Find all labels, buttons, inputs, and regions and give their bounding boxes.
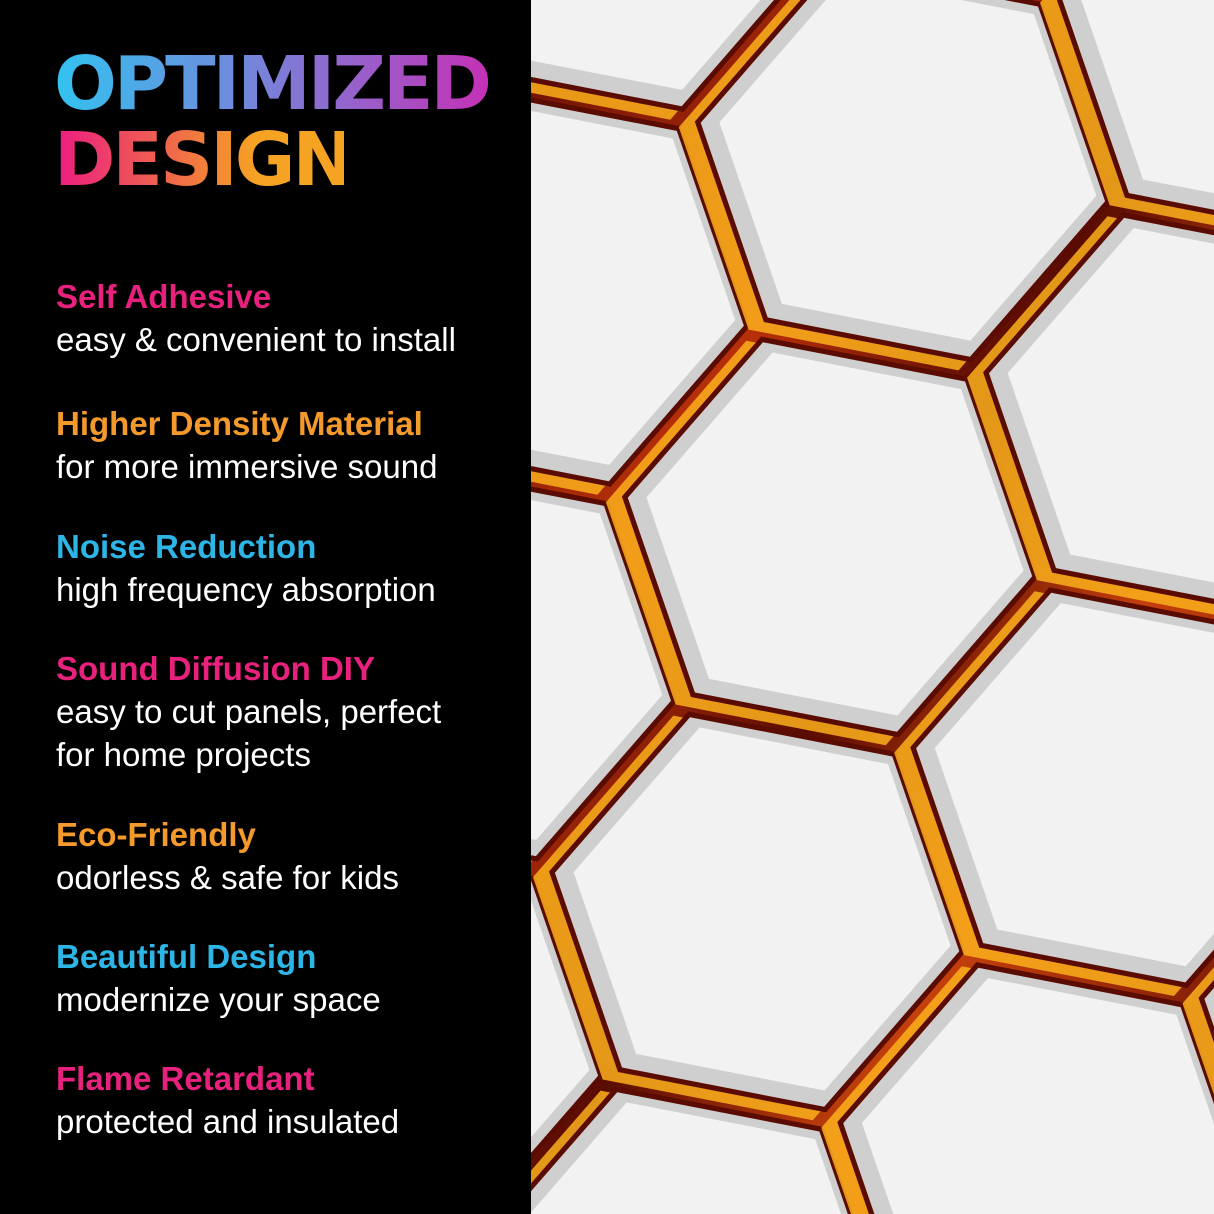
hexagon-panel — [934, 603, 1214, 967]
feature-description: easy to cut panels, perfect — [56, 693, 442, 730]
feature-item: Beautiful Design modernize your space — [56, 935, 381, 1021]
feature-heading: Flame Retardant — [56, 1060, 315, 1097]
hexagon-panel-bevel — [1204, 987, 1214, 1027]
page-title: OPTIMIZED DESIGN — [54, 41, 492, 203]
feature-heading: Sound Diffusion DIY — [56, 650, 375, 687]
feature-description: protected and insulated — [56, 1103, 400, 1140]
hexagon-panels-image — [531, 0, 1214, 1214]
hexagon-panel — [719, 0, 1097, 341]
feature-heading: Noise Reduction — [56, 528, 317, 565]
hexagon-panel — [573, 727, 951, 1091]
feature-item: Sound Diffusion DIY easy to cut panels, p… — [56, 647, 441, 776]
feature-item: Self Adhesive easy & convenient to instal… — [56, 275, 456, 361]
feature-description: odorless & safe for kids — [56, 859, 399, 896]
feature-description: for home projects — [56, 736, 311, 773]
hexagon-panel — [1007, 228, 1214, 583]
title-line-1: OPTIMIZED — [54, 41, 492, 127]
hexagon-panel — [861, 978, 1214, 1214]
hexagon-pattern — [531, 0, 1214, 1214]
title-line-2: DESIGN — [54, 117, 354, 203]
feature-panel: OPTIMIZED DESIGN Self Adhesive easy & con… — [0, 0, 531, 1214]
feature-description: easy & convenient to install — [56, 321, 456, 358]
hexagon-panel — [531, 110, 736, 465]
hexagon-panel — [531, 0, 761, 90]
feature-heading: Beautiful Design — [56, 938, 317, 975]
hexagon-panel — [531, 500, 663, 840]
hexagon-panel — [1081, 0, 1214, 194]
hexagon-panel — [531, 900, 590, 1138]
feature-item: Flame Retardant protected and insulated — [56, 1057, 399, 1143]
feature-heading: Eco-Friendly — [56, 816, 256, 853]
feature-item: Noise Reduction high frequency absorption — [56, 525, 436, 611]
feature-heading: Self Adhesive — [56, 278, 272, 315]
feature-item: Eco-Friendly odorless & safe for kids — [56, 813, 399, 899]
feature-description: high frequency absorption — [56, 571, 436, 608]
feature-heading: Higher Density Material — [56, 405, 423, 442]
feature-description: for more immersive sound — [56, 448, 438, 485]
hexagon-panel — [646, 352, 1024, 716]
hexagon-panel — [531, 1102, 841, 1214]
feature-item: Higher Density Material for more immersiv… — [56, 402, 437, 488]
feature-description: modernize your space — [56, 981, 381, 1018]
